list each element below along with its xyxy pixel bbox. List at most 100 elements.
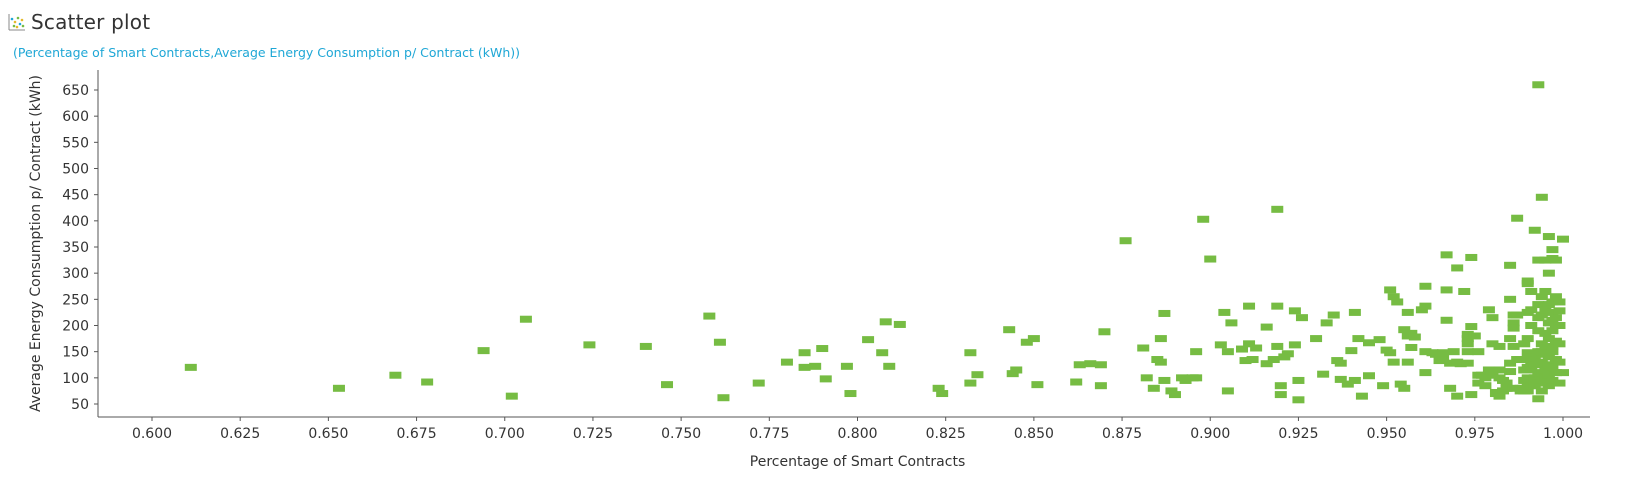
x-tick-label: 0.625: [220, 426, 260, 442]
data-point: [1542, 269, 1555, 277]
data-point: [1500, 384, 1513, 392]
data-points: [184, 81, 1569, 404]
data-point: [752, 379, 765, 387]
data-point: [1479, 382, 1492, 390]
x-tick-label: 0.775: [749, 426, 789, 442]
data-point: [1511, 311, 1524, 319]
data-point: [1154, 335, 1167, 343]
data-point: [1391, 298, 1404, 306]
data-point: [1553, 379, 1566, 387]
data-point: [971, 371, 984, 379]
data-point: [1401, 358, 1414, 366]
data-point: [1542, 353, 1555, 361]
data-point: [1482, 366, 1495, 374]
data-point: [1437, 349, 1450, 357]
data-point: [1532, 256, 1545, 264]
data-point: [1373, 336, 1386, 344]
data-point: [1454, 360, 1467, 368]
data-point: [1419, 302, 1432, 310]
data-point: [1468, 332, 1481, 340]
data-point: [1408, 333, 1421, 341]
data-point: [1553, 307, 1566, 315]
x-tick-label: 0.675: [397, 426, 437, 442]
data-point: [1482, 306, 1495, 314]
data-point: [1214, 341, 1227, 349]
data-point: [932, 384, 945, 392]
data-point: [964, 379, 977, 387]
x-axis-ticks: 0.600 0.625 0.650 0.675 0.700 0.725 0.750 0.775…: [132, 417, 1583, 442]
data-point: [1461, 335, 1474, 343]
data-point: [1504, 368, 1517, 376]
data-point: [1440, 286, 1453, 294]
data-point: [1514, 356, 1527, 364]
data-point: [1437, 353, 1450, 361]
y-tick-label: 500: [62, 162, 89, 178]
data-point: [661, 381, 674, 389]
data-point: [1504, 335, 1517, 343]
data-point: [1539, 329, 1552, 337]
data-point: [1334, 359, 1347, 367]
data-point: [1542, 371, 1555, 379]
x-tick-label: 0.600: [132, 426, 172, 442]
data-point: [1539, 256, 1552, 264]
data-point: [1320, 319, 1333, 327]
data-point: [1451, 392, 1464, 400]
chart-title: Scatter plot: [31, 10, 151, 34]
data-point: [1165, 387, 1178, 395]
data-point: [1398, 384, 1411, 392]
data-point: [1535, 311, 1548, 319]
data-point: [1525, 322, 1538, 329]
data-point: [1542, 382, 1555, 390]
data-point: [1525, 287, 1538, 295]
data-point: [1084, 360, 1097, 368]
data-point: [1440, 251, 1453, 259]
data-point: [1384, 286, 1397, 294]
data-point: [1521, 387, 1534, 395]
data-point: [1553, 322, 1566, 329]
data-point: [964, 349, 977, 357]
data-point: [1549, 314, 1562, 322]
data-point: [1521, 349, 1534, 357]
data-point: [713, 338, 726, 346]
data-point: [1419, 369, 1432, 377]
data-point: [1158, 309, 1171, 317]
x-tick-label: 0.975: [1455, 426, 1495, 442]
data-point: [1507, 319, 1520, 327]
data-point: [1493, 342, 1506, 350]
data-point: [876, 349, 889, 357]
data-point: [1433, 357, 1446, 365]
data-point: [1507, 384, 1520, 392]
data-point: [1521, 374, 1534, 382]
data-point: [1461, 348, 1474, 356]
data-point: [1546, 327, 1559, 335]
y-axis-ticks: 50 100 150 200 250 300 350 400 450 500 550 600 650: [62, 83, 98, 413]
data-point: [1274, 382, 1287, 390]
data-point: [1479, 374, 1492, 382]
data-point: [1521, 280, 1534, 288]
data-point: [1317, 370, 1330, 378]
data-point: [1535, 293, 1548, 301]
data-point: [1154, 358, 1167, 366]
y-tick-label: 150: [62, 345, 89, 361]
data-point: [936, 390, 949, 398]
data-point: [1532, 301, 1545, 309]
data-point: [1190, 374, 1203, 382]
data-point: [1405, 329, 1418, 337]
data-point: [1525, 306, 1538, 314]
data-point: [1553, 358, 1566, 366]
data-point: [1546, 363, 1559, 371]
x-tick-label: 0.650: [308, 426, 348, 442]
data-point: [1394, 380, 1407, 388]
data-point: [1493, 366, 1506, 374]
y-tick-label: 450: [62, 188, 89, 204]
y-tick-label: 250: [62, 292, 89, 308]
data-point: [1542, 335, 1555, 343]
data-point: [1073, 361, 1086, 369]
data-point: [1539, 342, 1552, 350]
data-point: [1504, 359, 1517, 367]
data-point: [1528, 226, 1541, 234]
x-tick-label: 0.950: [1367, 426, 1407, 442]
data-point: [1387, 293, 1400, 301]
y-tick-label: 350: [62, 240, 89, 256]
data-point: [639, 342, 652, 350]
